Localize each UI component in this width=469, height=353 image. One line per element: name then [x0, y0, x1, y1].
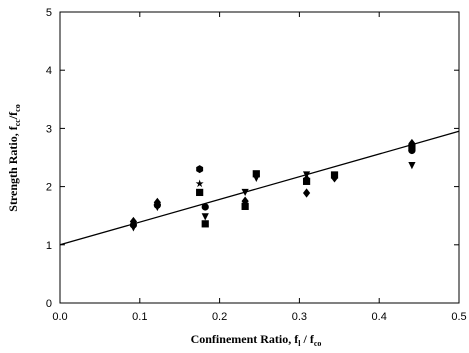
data-point-square [302, 177, 311, 185]
x-tick-label: 0.3 [292, 311, 307, 323]
x-tick-label: 0.0 [52, 311, 67, 323]
data-point-square [252, 170, 260, 178]
data-point-triangle-down [153, 203, 161, 212]
data-point-diamond [408, 138, 416, 149]
plot-area-frame [59, 11, 460, 304]
y-axis-title: Strength Ratio, fcc/fco [6, 104, 22, 211]
y-tick-label: 3 [46, 123, 52, 135]
data-point-square [241, 202, 249, 210]
y-tick-label: 2 [46, 182, 52, 194]
y-tick-label: 0 [46, 298, 52, 310]
x-tick-label: 0.5 [451, 311, 466, 323]
y-axis-ticks: 0 1 2 3 4 5 [46, 7, 459, 310]
regression-line-layer [59, 130, 460, 246]
data-point-triangle-down [408, 162, 416, 170]
x-axis-title-sub2: co [314, 339, 322, 348]
data-point-triangle-down [241, 188, 249, 197]
data-point-circle [408, 146, 416, 155]
data-point-triangle-down [252, 174, 260, 183]
regression-line [59, 130, 460, 246]
y-axis-title-sub2: co [13, 104, 22, 112]
x-axis-ticks: 0.0 0.1 0.2 0.3 0.4 0.5 [52, 12, 467, 323]
data-point-triangle-down [129, 224, 138, 232]
x-tick-label: 0.4 [372, 311, 387, 323]
y-tick-label: 4 [46, 65, 52, 77]
data-point-square [196, 188, 204, 197]
data-point-diamond [330, 173, 339, 183]
data-point-square [201, 220, 209, 228]
x-axis-title-middle: / f [300, 332, 314, 346]
y-tick-label: 1 [46, 240, 52, 252]
x-tick-label: 0.1 [132, 311, 147, 323]
y-axis-title-main: Strength Ratio, f [6, 125, 20, 211]
x-axis-title-sub1: l [298, 339, 301, 348]
data-point-circle [201, 203, 209, 211]
x-axis-title: Confinement Ratio, fl / fco [191, 332, 322, 348]
y-axis-title-middle: /f [6, 111, 20, 120]
data-points-layer [129, 138, 416, 232]
y-axis-title-sub1: cc [13, 119, 22, 127]
y-tick-label: 5 [46, 7, 52, 19]
data-point-hexagon [196, 165, 204, 174]
x-axis-title-main: Confinement Ratio, f [191, 332, 300, 346]
data-point-diamond [302, 188, 311, 198]
data-point-triangle-down [201, 213, 209, 221]
x-tick-label: 0.2 [212, 311, 227, 323]
data-point-star [195, 179, 204, 188]
